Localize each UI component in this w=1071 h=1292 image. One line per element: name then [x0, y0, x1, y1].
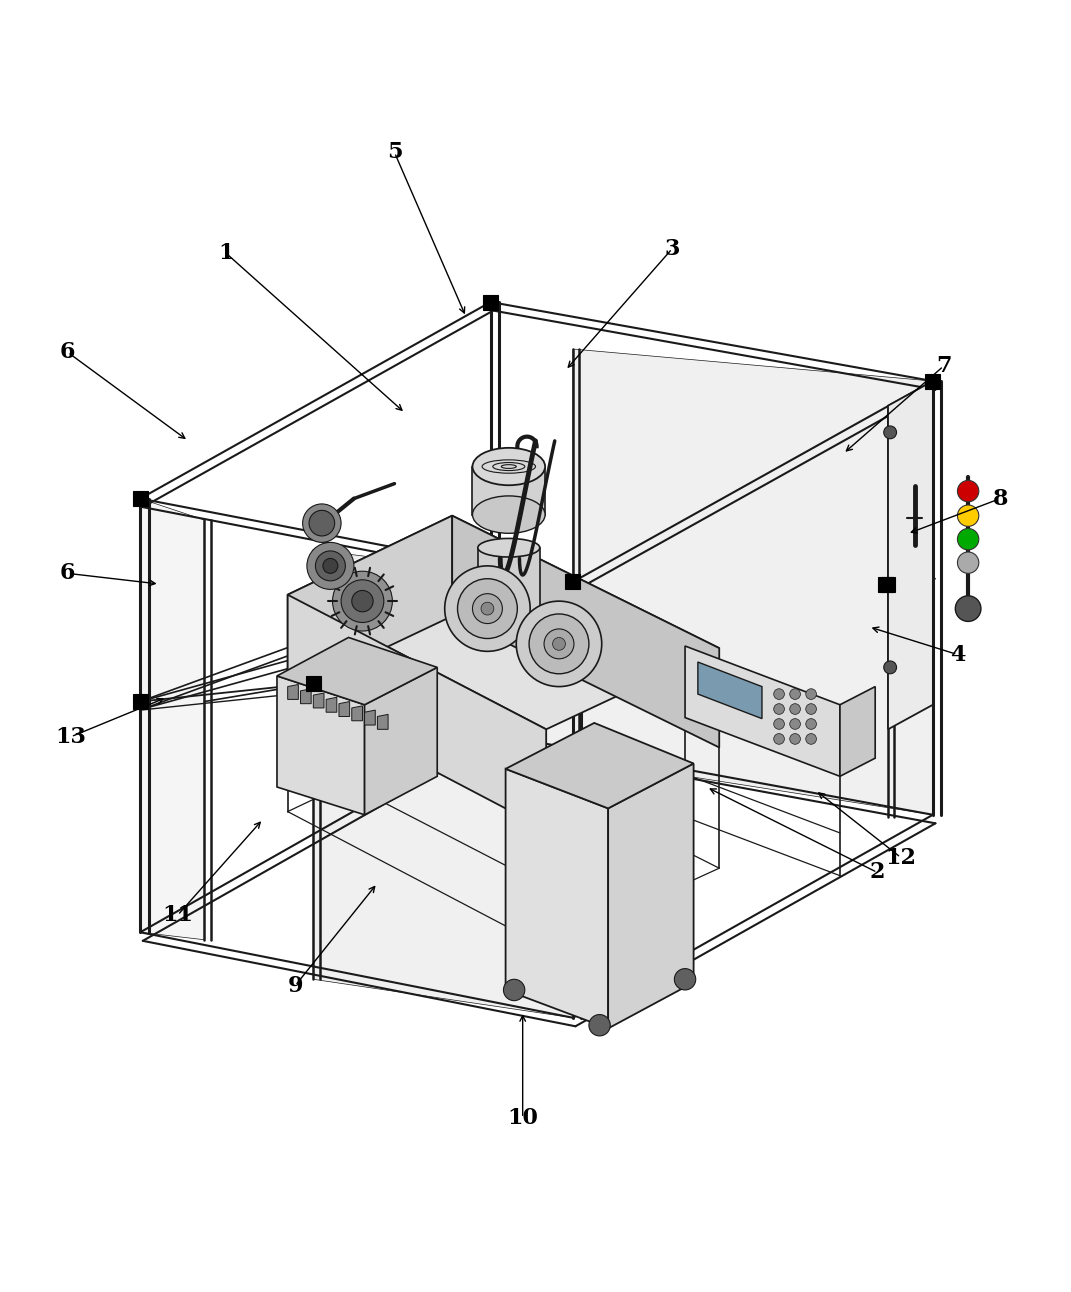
Circle shape — [444, 566, 530, 651]
Bar — [880, 576, 895, 592]
Circle shape — [503, 979, 525, 1000]
Bar — [483, 295, 498, 310]
Ellipse shape — [472, 496, 545, 534]
Text: 6: 6 — [60, 562, 75, 584]
Circle shape — [773, 718, 784, 729]
Circle shape — [957, 481, 979, 501]
Polygon shape — [277, 637, 437, 704]
Bar — [133, 491, 148, 506]
Circle shape — [675, 969, 696, 990]
Polygon shape — [338, 702, 349, 717]
Text: 1: 1 — [218, 242, 233, 264]
Circle shape — [589, 1014, 610, 1036]
Polygon shape — [685, 646, 840, 776]
Ellipse shape — [478, 539, 540, 557]
Circle shape — [773, 689, 784, 699]
Polygon shape — [301, 689, 312, 704]
Circle shape — [957, 528, 979, 550]
Circle shape — [789, 734, 800, 744]
Polygon shape — [573, 349, 933, 815]
Circle shape — [884, 662, 896, 673]
Circle shape — [332, 571, 392, 630]
Text: 13: 13 — [56, 726, 87, 748]
Circle shape — [472, 593, 502, 624]
Polygon shape — [452, 516, 720, 748]
Circle shape — [516, 601, 602, 686]
Polygon shape — [314, 693, 325, 708]
Circle shape — [957, 552, 979, 574]
Polygon shape — [840, 686, 875, 776]
Polygon shape — [888, 381, 933, 729]
Circle shape — [957, 505, 979, 526]
Polygon shape — [364, 668, 437, 815]
Circle shape — [351, 590, 373, 612]
Polygon shape — [277, 676, 364, 815]
Ellipse shape — [472, 448, 545, 486]
Circle shape — [805, 734, 816, 744]
Circle shape — [310, 510, 334, 536]
Text: 10: 10 — [508, 1107, 538, 1129]
Polygon shape — [288, 516, 720, 729]
Text: 6: 6 — [60, 341, 75, 363]
Circle shape — [805, 704, 816, 714]
Circle shape — [789, 689, 800, 699]
Text: 2: 2 — [870, 862, 885, 884]
Polygon shape — [478, 548, 540, 628]
Text: 4: 4 — [950, 643, 965, 665]
Circle shape — [553, 637, 565, 650]
Circle shape — [529, 614, 589, 673]
Circle shape — [481, 602, 494, 615]
Text: 5: 5 — [387, 142, 403, 164]
Circle shape — [323, 558, 337, 574]
Circle shape — [316, 550, 345, 581]
Polygon shape — [288, 594, 546, 829]
Polygon shape — [377, 714, 388, 729]
Bar — [133, 694, 148, 709]
Bar — [565, 575, 580, 589]
Circle shape — [773, 734, 784, 744]
Polygon shape — [351, 705, 362, 721]
Polygon shape — [140, 499, 205, 939]
Text: 3: 3 — [664, 238, 680, 260]
Circle shape — [303, 504, 341, 543]
Circle shape — [805, 718, 816, 729]
Bar — [925, 373, 940, 389]
Circle shape — [805, 689, 816, 699]
Circle shape — [789, 718, 800, 729]
Polygon shape — [288, 685, 299, 699]
Circle shape — [955, 596, 981, 621]
Polygon shape — [472, 466, 545, 514]
Circle shape — [884, 426, 896, 439]
Circle shape — [307, 543, 353, 589]
Circle shape — [773, 704, 784, 714]
Polygon shape — [314, 550, 573, 1018]
Bar — [878, 576, 893, 592]
Text: 8: 8 — [993, 487, 1008, 509]
Circle shape — [341, 580, 383, 623]
Polygon shape — [698, 662, 761, 718]
Text: 7: 7 — [936, 355, 951, 377]
Polygon shape — [608, 764, 694, 1028]
Bar — [306, 676, 321, 691]
Polygon shape — [327, 698, 336, 712]
Ellipse shape — [478, 619, 540, 637]
Polygon shape — [506, 769, 608, 1028]
Polygon shape — [506, 724, 694, 809]
Circle shape — [544, 629, 574, 659]
Circle shape — [457, 579, 517, 638]
Text: 12: 12 — [886, 846, 917, 868]
Circle shape — [789, 704, 800, 714]
Polygon shape — [288, 516, 452, 694]
Text: 9: 9 — [287, 974, 303, 996]
Text: 11: 11 — [162, 904, 193, 926]
Polygon shape — [364, 711, 375, 725]
